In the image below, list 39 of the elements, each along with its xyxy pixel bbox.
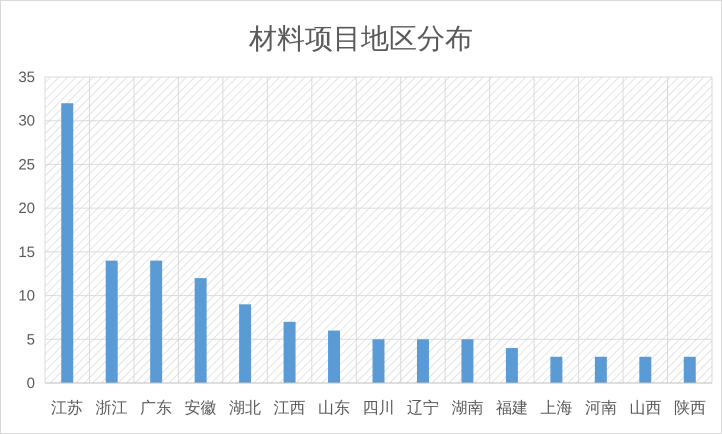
y-tick-label: 25: [18, 156, 35, 174]
x-tick-label: 辽宁: [406, 399, 439, 417]
x-tick-label: 安徽: [184, 399, 217, 417]
y-tick-label: 10: [18, 288, 35, 305]
x-tick-label: 浙江: [96, 399, 128, 417]
x-tick-label: 江苏: [51, 399, 84, 417]
x-tick-label: 陕西: [674, 400, 706, 417]
bar: [150, 260, 162, 383]
bar: [239, 304, 252, 383]
bar: [284, 322, 296, 383]
y-tick-label: 15: [18, 244, 35, 261]
x-tick-label: 四川: [362, 399, 394, 417]
y-tick-label: 20: [18, 200, 35, 218]
bar: [416, 339, 429, 383]
y-tick-label: 30: [18, 112, 35, 130]
x-tick-label: 广东: [140, 399, 172, 417]
bar: [684, 356, 696, 383]
y-tick-label: 35: [18, 69, 35, 86]
x-tick-label: 上海: [540, 399, 572, 417]
bar: [594, 356, 607, 383]
bar: [106, 260, 118, 383]
bar: [61, 103, 74, 383]
y-tick-label: 5: [26, 331, 35, 348]
bar: [506, 348, 518, 383]
x-tick-label: 山东: [318, 399, 350, 417]
x-tick-label: 江西: [274, 400, 306, 417]
bar: [328, 330, 340, 383]
x-tick-label: 河南: [584, 399, 617, 417]
x-tick-label: 山西: [629, 399, 662, 417]
chart-title: 材料项目地区分布: [248, 23, 473, 54]
x-tick-label: 湖南: [451, 399, 484, 417]
bar: [550, 356, 562, 383]
bar: [461, 339, 474, 383]
y-tick-label: 0: [26, 375, 35, 392]
x-tick-label: 福建: [496, 399, 528, 417]
bar: [194, 278, 207, 383]
bar: [372, 339, 384, 383]
x-tick-label: 湖北: [229, 399, 262, 417]
bar: [639, 356, 652, 383]
